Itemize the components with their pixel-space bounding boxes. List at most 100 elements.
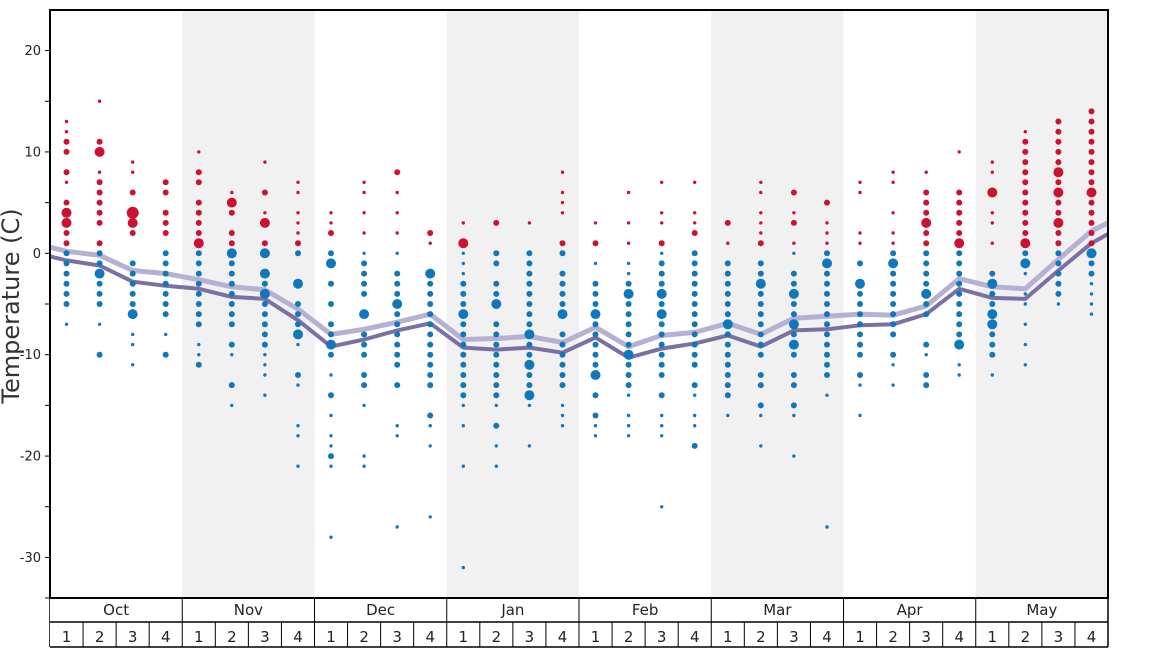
- data-point: [460, 372, 467, 378]
- data-point: [1088, 169, 1095, 176]
- week-label: 1: [723, 628, 733, 646]
- data-point: [857, 260, 863, 267]
- data-point: [724, 372, 731, 378]
- data-point: [96, 290, 103, 297]
- data-point: [527, 221, 532, 225]
- data-point: [790, 402, 797, 409]
- data-point: [63, 280, 70, 287]
- data-point: [427, 372, 434, 378]
- data-point: [261, 280, 268, 287]
- data-point: [461, 403, 465, 408]
- data-point: [228, 321, 235, 328]
- data-point: [460, 382, 467, 389]
- data-point: [131, 170, 135, 174]
- data-point: [1088, 219, 1095, 226]
- data-point: [824, 372, 830, 378]
- data-point: [228, 382, 235, 389]
- data-point: [857, 331, 863, 338]
- data-point: [757, 382, 764, 389]
- data-point: [228, 301, 235, 307]
- data-point: [328, 230, 334, 236]
- data-point: [724, 270, 731, 277]
- data-point: [658, 240, 665, 247]
- data-point: [1089, 302, 1094, 306]
- week-label: 3: [128, 628, 138, 646]
- data-point: [261, 301, 268, 307]
- data-point: [63, 270, 70, 277]
- data-point: [295, 250, 301, 257]
- data-point: [824, 321, 830, 328]
- data-point: [293, 278, 303, 289]
- data-point: [1055, 199, 1062, 206]
- data-point: [1022, 189, 1029, 196]
- data-point: [493, 331, 500, 338]
- data-point: [1023, 342, 1027, 347]
- data-point: [460, 331, 467, 338]
- data-point: [296, 190, 300, 195]
- data-point: [526, 351, 533, 358]
- data-point: [1022, 138, 1029, 145]
- data-point: [195, 311, 202, 318]
- data-point: [724, 301, 731, 307]
- data-point: [131, 332, 135, 337]
- data-point: [658, 270, 665, 277]
- data-point: [362, 180, 366, 184]
- data-point: [458, 309, 469, 320]
- data-point: [195, 361, 202, 368]
- data-point: [493, 382, 500, 389]
- data-point: [197, 353, 201, 357]
- data-point: [295, 372, 301, 378]
- data-point: [691, 321, 698, 328]
- data-point: [361, 341, 368, 348]
- data-point: [329, 464, 333, 468]
- data-point: [460, 301, 467, 307]
- y-tick-label: -10: [20, 348, 41, 363]
- data-point: [1055, 128, 1062, 135]
- week-label: 2: [227, 628, 237, 646]
- data-point: [855, 278, 865, 289]
- data-point: [460, 361, 467, 368]
- data-point: [96, 179, 103, 186]
- data-point: [263, 373, 267, 377]
- data-point: [891, 211, 895, 215]
- data-point: [394, 361, 401, 368]
- data-point: [329, 211, 333, 215]
- data-point: [593, 434, 598, 438]
- data-point: [97, 170, 102, 174]
- data-point: [824, 290, 830, 297]
- data-point: [724, 361, 731, 368]
- data-point: [296, 221, 300, 225]
- data-point: [524, 390, 535, 401]
- month-label-may: May: [1026, 601, 1057, 619]
- data-point: [96, 301, 103, 307]
- data-point: [857, 321, 863, 328]
- data-point: [460, 290, 467, 297]
- data-point: [757, 301, 764, 307]
- data-point: [1055, 230, 1062, 236]
- data-point: [924, 353, 928, 357]
- data-point: [494, 444, 498, 448]
- data-point: [656, 309, 667, 320]
- data-point: [127, 217, 138, 228]
- data-point: [461, 271, 465, 276]
- data-point: [162, 311, 169, 318]
- data-point: [757, 402, 764, 409]
- data-point: [625, 372, 632, 378]
- data-point: [891, 231, 895, 235]
- data-point: [656, 288, 667, 299]
- data-point: [329, 535, 333, 539]
- data-point: [890, 290, 897, 297]
- data-point: [1088, 270, 1095, 277]
- data-point: [394, 169, 401, 176]
- data-point: [990, 221, 994, 225]
- data-point: [923, 230, 930, 236]
- week-label: 2: [492, 628, 502, 646]
- data-point: [559, 270, 566, 277]
- data-point: [195, 280, 202, 287]
- data-point: [395, 424, 399, 428]
- data-point: [63, 138, 70, 145]
- data-point: [560, 211, 565, 215]
- data-point: [559, 341, 566, 348]
- data-point: [858, 413, 862, 418]
- data-point: [560, 170, 565, 174]
